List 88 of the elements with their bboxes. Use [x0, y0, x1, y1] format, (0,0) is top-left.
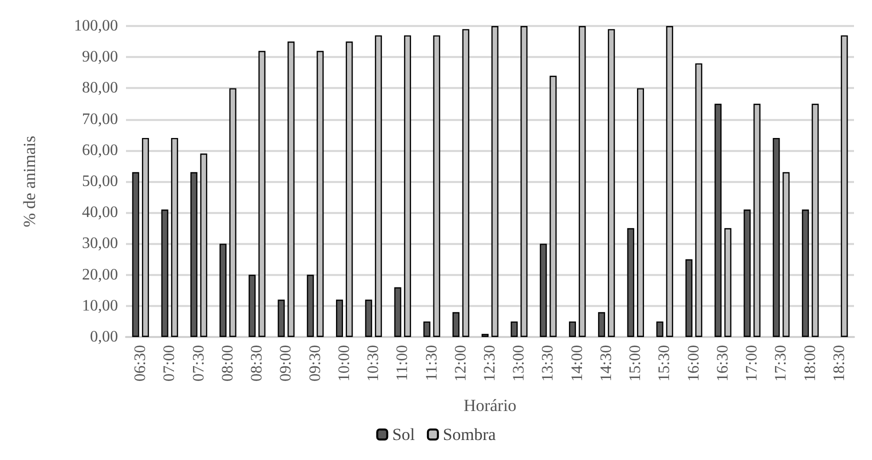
x-tick-label: 15:30: [656, 345, 674, 382]
bar: [161, 209, 168, 337]
y-tick-label: 40,00: [82, 204, 118, 222]
bar: [695, 63, 702, 337]
x-tick-label: 06:30: [132, 345, 150, 382]
bar: [627, 228, 634, 337]
bar: [540, 244, 547, 337]
bar: [724, 228, 732, 337]
y-tick-label: 50,00: [82, 173, 118, 190]
y-tick-label: 10,00: [82, 297, 118, 314]
bar: [550, 76, 557, 337]
bar: [812, 104, 819, 337]
x-tick-label: 09:00: [278, 345, 295, 382]
y-tick-label: 0,00: [90, 328, 118, 346]
y-axis-title: % de animais: [20, 136, 39, 228]
bar: [336, 300, 343, 337]
x-tick-label: 11:00: [394, 345, 412, 381]
bar: [840, 35, 848, 337]
x-tick-label: 07:00: [161, 345, 178, 382]
bar: [132, 172, 140, 337]
bar: [656, 321, 664, 337]
y-tick-label: 90,00: [82, 48, 118, 66]
bar: [374, 35, 382, 337]
bar: [142, 138, 149, 337]
bar: [316, 50, 324, 337]
x-tick-label: 18:30: [830, 345, 848, 382]
x-tick-label: 08:30: [248, 345, 266, 382]
bar: [288, 42, 295, 337]
bar: [278, 300, 285, 337]
x-tick-label: 09:30: [306, 345, 324, 382]
bar: [714, 104, 722, 337]
bar: [220, 244, 227, 337]
y-tick-label: 20,00: [82, 266, 118, 284]
bar: [462, 29, 470, 337]
legend-label: Sol: [392, 425, 416, 444]
x-tick-label: 17:30: [772, 345, 790, 382]
bar: [666, 26, 674, 337]
x-tick-label: 17:00: [744, 345, 761, 382]
x-tick-label: 11:30: [423, 345, 440, 381]
bar: [598, 312, 606, 337]
bar: [491, 26, 498, 337]
x-tick-label: 13:00: [510, 345, 528, 382]
bar: [306, 274, 314, 337]
bar: [433, 35, 440, 337]
bar: [608, 29, 615, 337]
y-tick-label: 60,00: [82, 142, 118, 159]
bar: [452, 312, 460, 337]
bar: [685, 259, 692, 337]
bar: [510, 321, 518, 337]
y-tick-label: 80,00: [82, 80, 118, 97]
x-tick-label: 10:00: [336, 345, 353, 382]
bar: [802, 209, 809, 337]
x-tick-label: 07:30: [190, 345, 208, 382]
bar: [229, 88, 236, 337]
x-tick-label: 13:30: [540, 345, 557, 382]
x-tick-label: 14:00: [568, 345, 586, 382]
bar: [744, 209, 751, 337]
bar: [753, 104, 760, 337]
bar: [772, 138, 780, 337]
bar: [171, 138, 178, 337]
bar: [365, 300, 372, 337]
x-tick-label: 16:30: [714, 345, 732, 382]
x-tick-label: 12:30: [482, 345, 498, 382]
bar: [637, 88, 644, 337]
x-tick-label: 10:30: [365, 345, 382, 382]
bar: [200, 154, 208, 337]
bar: [520, 26, 528, 337]
bar: [568, 321, 576, 337]
legend-label: Sombra: [442, 425, 496, 444]
x-tick-label: 12:00: [452, 345, 470, 382]
bar: [190, 172, 198, 337]
bar: [404, 35, 412, 337]
x-axis-title: Horário: [464, 396, 516, 415]
x-tick-label: 18:00: [802, 345, 819, 382]
bar: [258, 50, 266, 337]
bar: [423, 321, 430, 337]
bar: [394, 287, 402, 337]
bar: [782, 172, 790, 337]
x-tick-label: 14:30: [598, 345, 615, 382]
bar: [346, 42, 353, 337]
x-tick-label: 08:00: [219, 345, 236, 382]
x-tick-label: 16:00: [685, 345, 702, 382]
bar: [578, 26, 586, 337]
bar: [248, 274, 256, 337]
x-tick-label: 15:00: [627, 345, 644, 382]
y-tick-label: 100,00: [74, 18, 118, 34]
y-tick-label: 70,00: [82, 110, 118, 128]
y-tick-label: 30,00: [82, 235, 118, 252]
